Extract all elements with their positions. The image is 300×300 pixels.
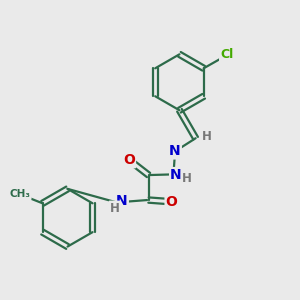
Text: N: N (116, 194, 128, 208)
Text: CH₃: CH₃ (10, 189, 31, 199)
Text: O: O (123, 153, 135, 167)
Text: N: N (169, 145, 181, 158)
Text: H: H (182, 172, 192, 185)
Text: H: H (202, 130, 212, 143)
Text: O: O (166, 195, 177, 209)
Text: H: H (110, 202, 120, 214)
Text: N: N (170, 168, 182, 182)
Text: Cl: Cl (220, 48, 233, 61)
